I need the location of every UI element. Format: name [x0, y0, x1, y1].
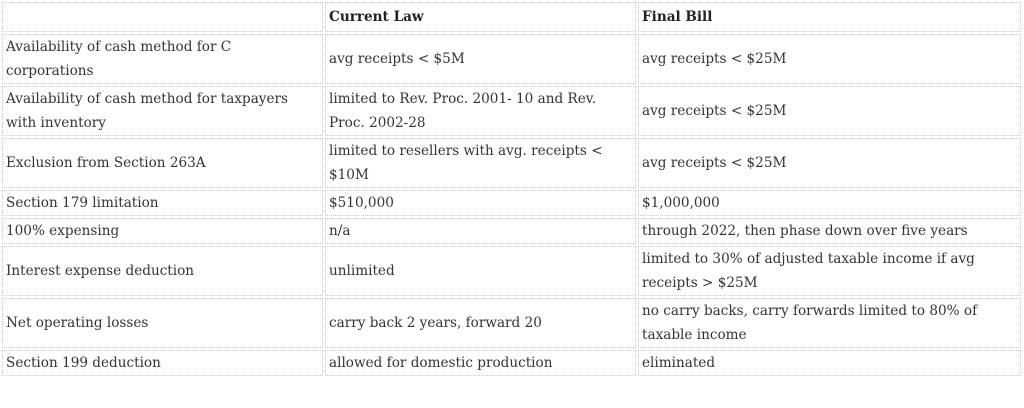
- provision-cell: Availability of cash method for taxpayer…: [2, 86, 323, 136]
- current-law-cell: allowed for domestic production: [325, 350, 636, 376]
- provision-cell: Interest expense deduction: [2, 246, 323, 296]
- provision-cell: Exclusion from Section 263A: [2, 138, 323, 188]
- current-law-cell: limited to resellers with avg. receipts …: [325, 138, 636, 188]
- table-row: Section 199 deduction allowed for domest…: [2, 350, 1021, 376]
- provision-cell: 100% expensing: [2, 218, 323, 244]
- comparison-table: Current Law Final Bill Availability of c…: [2, 2, 1021, 376]
- header-cell-provision: [2, 2, 323, 32]
- final-bill-cell: $1,000,000: [638, 190, 1021, 216]
- header-cell-final-bill: Final Bill: [638, 2, 1021, 32]
- current-law-cell: $510,000: [325, 190, 636, 216]
- final-bill-cell: no carry backs, carry forwards limited t…: [638, 298, 1021, 348]
- table-row: Net operating losses carry back 2 years,…: [2, 298, 1021, 348]
- table-row: Interest expense deduction unlimited lim…: [2, 246, 1021, 296]
- final-bill-cell: avg receipts < $25M: [638, 86, 1021, 136]
- current-law-cell: carry back 2 years, forward 20: [325, 298, 636, 348]
- current-law-cell: unlimited: [325, 246, 636, 296]
- final-bill-cell: eliminated: [638, 350, 1021, 376]
- final-bill-cell: through 2022, then phase down over five …: [638, 218, 1021, 244]
- table-row: 100% expensing n/a through 2022, then ph…: [2, 218, 1021, 244]
- header-row: Current Law Final Bill: [2, 2, 1021, 32]
- table-row: Section 179 limitation $510,000 $1,000,0…: [2, 190, 1021, 216]
- final-bill-cell: avg receipts < $25M: [638, 34, 1021, 84]
- final-bill-cell: avg receipts < $25M: [638, 138, 1021, 188]
- current-law-cell: avg receipts < $5M: [325, 34, 636, 84]
- provision-cell: Section 179 limitation: [2, 190, 323, 216]
- provision-cell: Net operating losses: [2, 298, 323, 348]
- header-cell-current-law: Current Law: [325, 2, 636, 32]
- table-row: Availability of cash method for taxpayer…: [2, 86, 1021, 136]
- current-law-cell: n/a: [325, 218, 636, 244]
- provision-cell: Availability of cash method for C corpor…: [2, 34, 323, 84]
- current-law-cell: limited to Rev. Proc. 2001- 10 and Rev. …: [325, 86, 636, 136]
- table-row: Exclusion from Section 263A limited to r…: [2, 138, 1021, 188]
- provision-cell: Section 199 deduction: [2, 350, 323, 376]
- table-row: Availability of cash method for C corpor…: [2, 34, 1021, 84]
- final-bill-cell: limited to 30% of adjusted taxable incom…: [638, 246, 1021, 296]
